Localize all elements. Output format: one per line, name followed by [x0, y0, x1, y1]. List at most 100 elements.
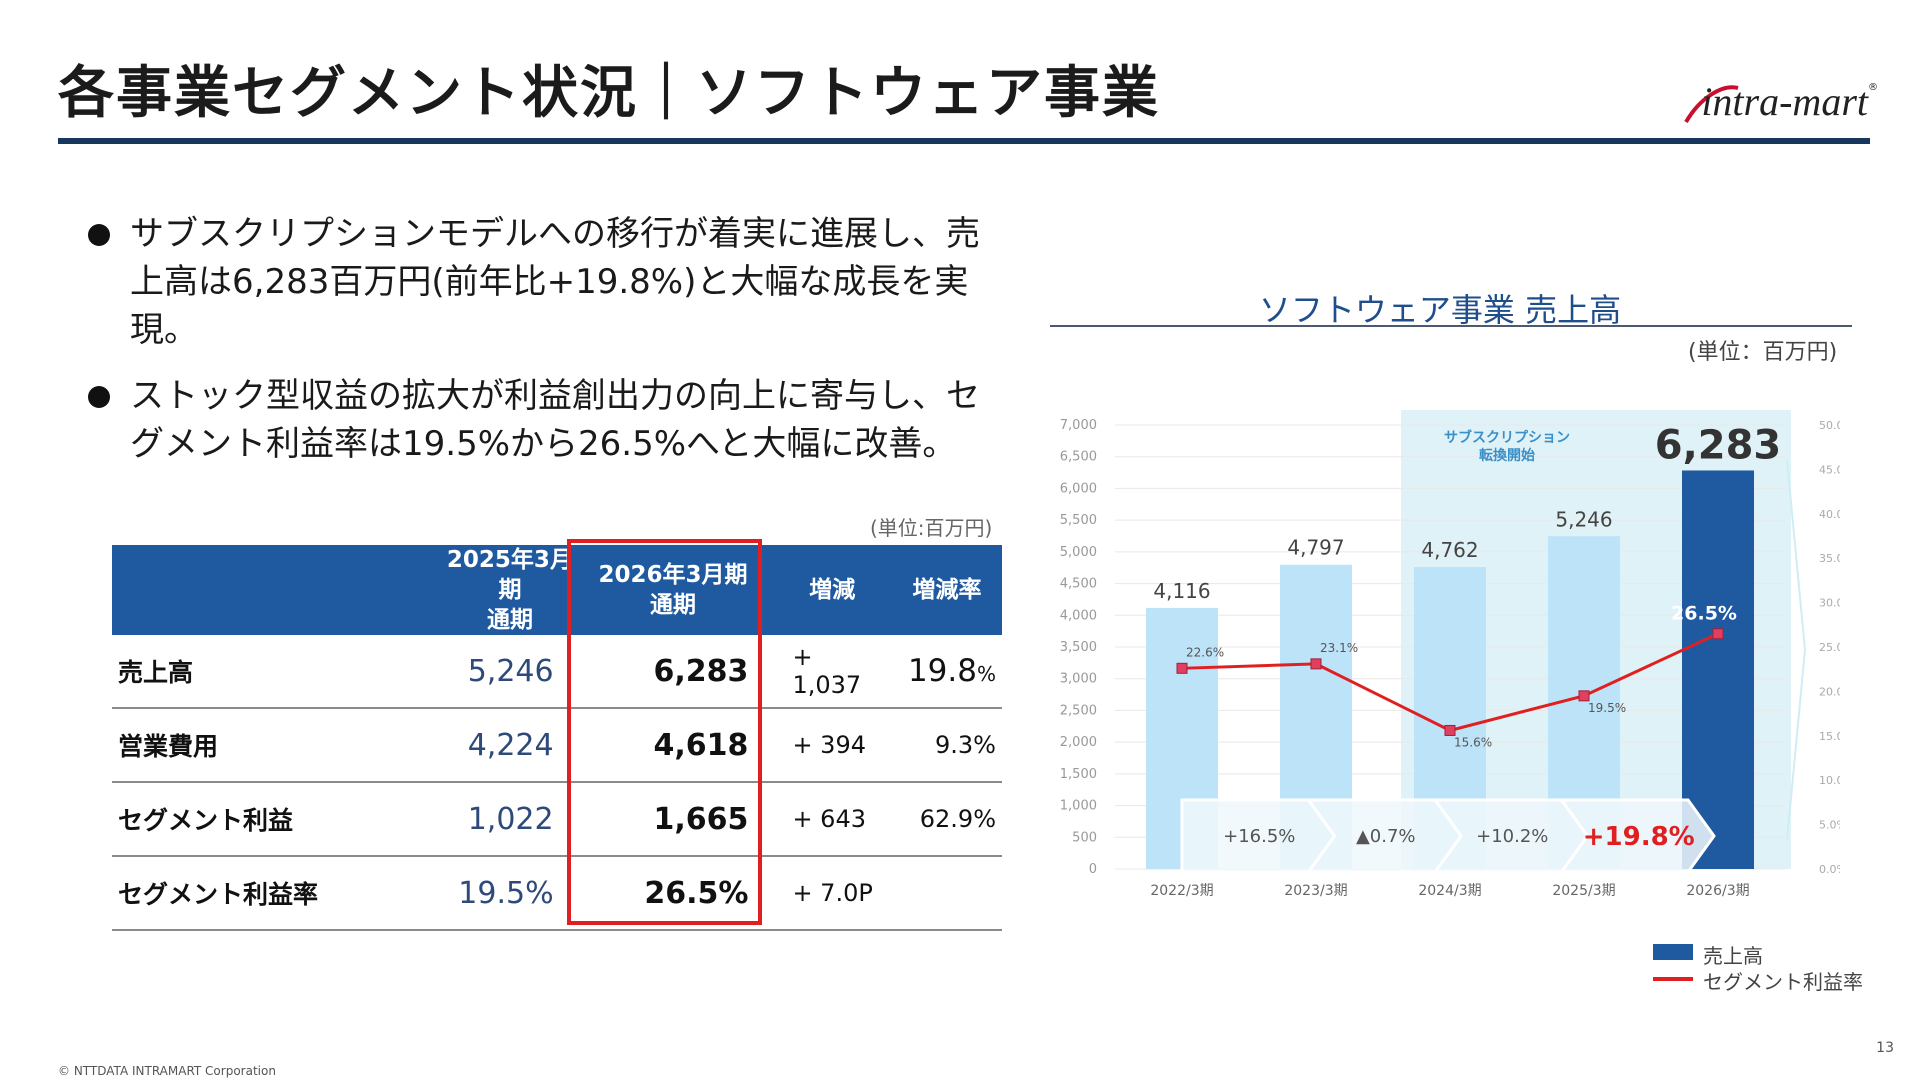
- margin-marker: [1310, 658, 1322, 670]
- y-tick-label: 6,500: [1060, 450, 1097, 465]
- margin-marker: [1712, 628, 1724, 640]
- rate-value: 62.9%: [892, 782, 1002, 857]
- margin-value-label: 22.6%: [1186, 645, 1224, 659]
- chart-title-divider: [1050, 325, 1852, 327]
- y2-tick-label: 45.0%: [1819, 463, 1840, 476]
- page-title: 各事業セグメント状況｜ソフトウェア事業: [58, 61, 1160, 126]
- prev-value: 1,022: [446, 782, 574, 857]
- y-tick-label: 5,000: [1060, 545, 1097, 560]
- x-tick-label: 2025/3期: [1552, 883, 1615, 899]
- logo-registered-mark: ®: [1868, 82, 1878, 93]
- cur-value: 4,618: [573, 708, 773, 783]
- prev-value: 4,224: [446, 708, 574, 783]
- legend-label: セグメント利益率: [1703, 970, 1863, 994]
- rate-value: 9.3%: [892, 708, 1002, 783]
- y2-tick-label: 10.0%: [1819, 774, 1840, 787]
- growth-rate-label: +16.5%: [1223, 826, 1295, 847]
- row-label: 営業費用: [112, 708, 447, 783]
- cur-value: 26.5%: [573, 856, 773, 931]
- rate-unit: %: [976, 662, 996, 686]
- header-label: [112, 545, 447, 635]
- bar-value-label: 4,762: [1421, 538, 1478, 562]
- table-row: セグメント利益 1,022 1,665 + 643 62.9%: [112, 782, 1002, 857]
- y2-tick-label: 30.0%: [1819, 597, 1840, 610]
- y-tick-label: 1,000: [1060, 799, 1097, 814]
- y2-tick-label: 50.0%: [1819, 419, 1840, 432]
- growth-rate-label: +19.8%: [1583, 822, 1695, 852]
- diff-value: + 643: [772, 782, 893, 857]
- prev-value: 5,246: [446, 635, 574, 709]
- y-tick-label: 4,500: [1060, 577, 1097, 592]
- margin-value-label: 23.1%: [1320, 641, 1358, 655]
- legend-label: 売上高: [1703, 944, 1763, 968]
- cur-value: 1,665: [573, 782, 773, 857]
- bullet-dot-icon: [88, 224, 110, 246]
- bullet-dot-icon: [88, 386, 110, 408]
- legend-item-sales: 売上高: [1653, 940, 1863, 968]
- bullet-text: サブスクリプションモデルへの移行が着実に進展し、売上高は6,283百万円(前年比…: [130, 214, 980, 350]
- header-diff: 増減: [772, 545, 893, 635]
- x-tick-label: 2022/3期: [1150, 883, 1213, 899]
- y-tick-label: 2,500: [1060, 703, 1097, 718]
- y-tick-label: 7,000: [1060, 418, 1097, 433]
- y2-tick-label: 15.0%: [1819, 730, 1840, 743]
- row-label: セグメント利益率: [112, 856, 447, 931]
- diff-value: + 394: [772, 708, 893, 783]
- y2-tick-label: 35.0%: [1819, 552, 1840, 565]
- chart-legend: 売上高 セグメント利益率: [1653, 940, 1863, 994]
- table-row: セグメント利益率 19.5% 26.5% + 7.0P: [112, 856, 1002, 931]
- bullet-text: ストック型収益の拡大が利益創出力の向上に寄与し、セグメント利益率は19.5%から…: [130, 376, 980, 464]
- chart-title: ソフトウェア事業 売上高: [1258, 291, 1622, 329]
- subscription-annotation: 転換開始: [1479, 447, 1535, 464]
- diff-value: + 1,037: [772, 635, 893, 709]
- axis-chevron-icon: [1786, 459, 1807, 841]
- prev-value: 19.5%: [446, 856, 574, 931]
- bar-value-label: 4,797: [1287, 536, 1344, 560]
- financial-table: 2025年3月期 通期 2026年3月期 通期 増減 増減率 売上高 5,246…: [112, 545, 1002, 931]
- bar: [1682, 470, 1754, 869]
- x-tick-label: 2023/3期: [1284, 883, 1347, 899]
- subscription-annotation: サブスクリプション: [1444, 429, 1570, 446]
- y-tick-label: 4,000: [1060, 608, 1097, 623]
- y-tick-label: 5,500: [1060, 513, 1097, 528]
- growth-rate-label: ▲0.7%: [1356, 826, 1416, 847]
- header-cur: 2026年3月期 通期: [573, 545, 773, 635]
- bullet-item: ストック型収益の拡大が利益創出力の向上に寄与し、セグメント利益率は19.5%から…: [82, 372, 982, 468]
- margin-marker: [1578, 690, 1590, 702]
- x-tick-label: 2024/3期: [1418, 883, 1481, 899]
- legend-item-margin: セグメント利益率: [1653, 966, 1863, 994]
- bullet-item: サブスクリプションモデルへの移行が着実に進展し、売上高は6,283百万円(前年比…: [82, 210, 982, 354]
- legend-line-swatch-icon: [1653, 977, 1693, 981]
- margin-value-label: 15.6%: [1454, 735, 1492, 749]
- y-tick-label: 2,000: [1060, 735, 1097, 750]
- y-tick-label: 3,500: [1060, 640, 1097, 655]
- table-unit-label: (単位:百万円): [870, 516, 993, 540]
- table-row: 営業費用 4,224 4,618 + 394 9.3%: [112, 708, 1002, 783]
- y-tick-label: 6,000: [1060, 481, 1097, 496]
- logo-swoosh-icon: [1684, 85, 1739, 124]
- y2-tick-label: 25.0%: [1819, 641, 1840, 654]
- row-label: セグメント利益: [112, 782, 447, 857]
- x-tick-label: 2026/3期: [1686, 883, 1749, 899]
- company-logo: intra-mart ®: [1668, 74, 1878, 130]
- y-tick-label: 500: [1072, 830, 1097, 845]
- y2-tick-label: 5.0%: [1819, 819, 1840, 832]
- copyright: © NTTDATA INTRAMART Corporation: [58, 1064, 276, 1078]
- y-tick-label: 1,500: [1060, 767, 1097, 782]
- cur-value: 6,283: [573, 635, 773, 709]
- bar-value-label: 6,283: [1655, 422, 1782, 468]
- margin-value-label: 19.5%: [1588, 701, 1626, 715]
- title-divider: [58, 138, 1870, 144]
- growth-rate-label: +10.2%: [1476, 826, 1548, 847]
- sales-chart: 0 500 1,000 1,500 2,000 2,500 3,000 3,500 4,000 4…: [1060, 410, 1840, 899]
- y-tick-label: 0: [1089, 862, 1097, 877]
- legend-bar-swatch-icon: [1653, 944, 1693, 960]
- margin-marker: [1444, 724, 1456, 736]
- header-prev: 2025年3月期 通期: [446, 545, 574, 635]
- rate-value: [892, 856, 1002, 931]
- rate-value: 19.8%: [892, 635, 1002, 709]
- page-number: 13: [1876, 1040, 1894, 1056]
- margin-value-label: 26.5%: [1671, 603, 1737, 625]
- row-label: 売上高: [112, 635, 447, 709]
- table-header-row: 2025年3月期 通期 2026年3月期 通期 増減 増減率: [112, 545, 1002, 635]
